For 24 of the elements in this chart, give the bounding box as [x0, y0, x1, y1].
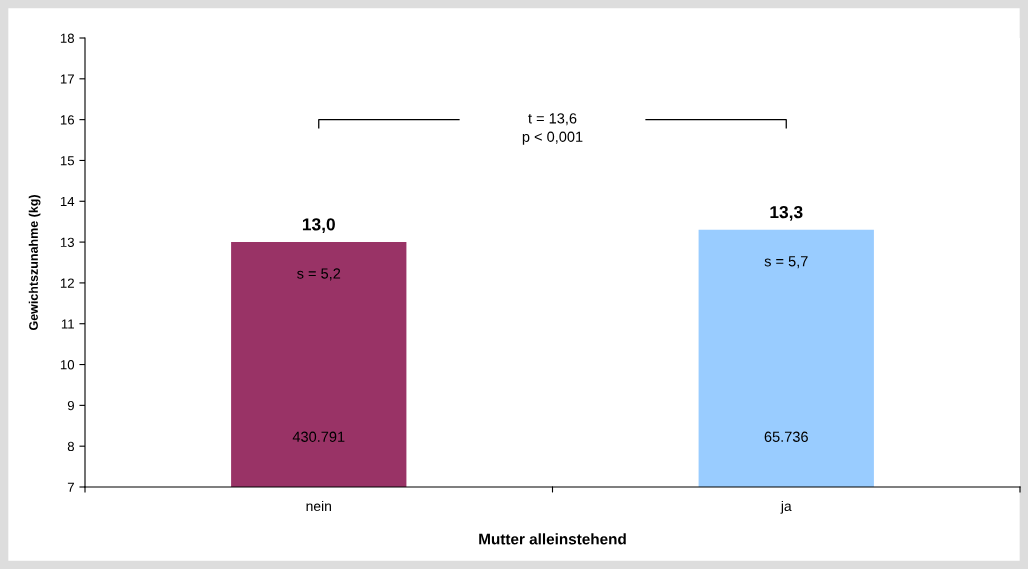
y-tick-label: 9: [67, 400, 74, 411]
x-axis-title: Mutter alleinstehend: [479, 533, 626, 545]
y-tick-label: 16: [60, 115, 74, 125]
x-tick-label: nein: [306, 500, 331, 512]
data-label: 13,3: [770, 205, 803, 221]
annotation: 430.791: [292, 431, 345, 442]
annotation: s = 5,2: [297, 268, 341, 281]
y-tick-label: 8: [67, 441, 75, 452]
y-tick-label: 12: [60, 278, 74, 288]
x-tick-label: ja: [780, 500, 792, 514]
annotation: t = 13,6: [528, 113, 577, 126]
y-tick-label: 15: [60, 156, 75, 166]
y-tick-label: 18: [60, 33, 75, 43]
y-tick-label: 7: [67, 482, 74, 492]
y-tick-label: 14: [60, 196, 75, 207]
y-tick-label: 17: [60, 74, 74, 84]
data-label: 13,0: [302, 218, 335, 234]
annotation: 65.736: [764, 431, 808, 442]
annotation: s = 5,7: [764, 256, 808, 269]
y-axis-title: Gewichtszunahme (kg): [28, 195, 41, 331]
y-tick-label: 13: [60, 237, 74, 247]
y-tick-label: 11: [61, 319, 74, 329]
annotation: p < 0,001: [522, 131, 583, 145]
y-tick-label: 10: [60, 360, 75, 370]
